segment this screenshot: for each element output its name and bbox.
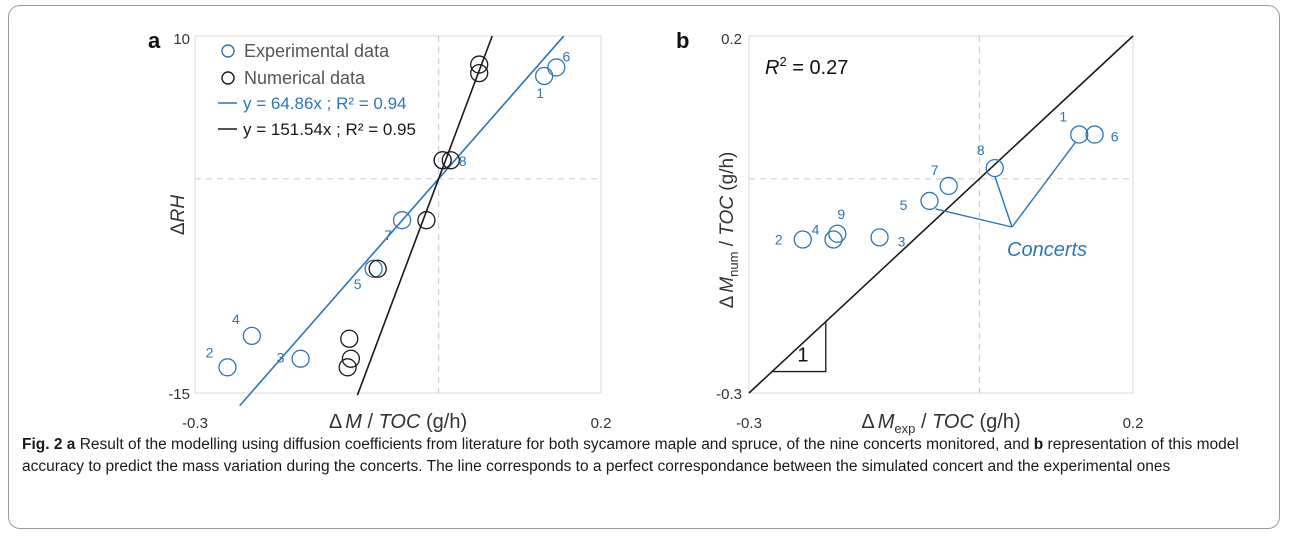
panel-a-letter: a — [148, 28, 161, 53]
experimental-point-label-1: 1 — [536, 85, 544, 101]
concert-point-9 — [828, 224, 847, 243]
experimental-point-7 — [392, 211, 412, 230]
experimental-point-label-2: 2 — [206, 344, 214, 360]
concert-point-2 — [793, 230, 812, 249]
fit-line-numerical — [356, 35, 493, 396]
numerical-point-9 — [470, 55, 489, 74]
panel-a-reference-lines — [195, 36, 601, 393]
concert-point-label-7: 7 — [931, 162, 939, 178]
identity-line — [748, 35, 1134, 394]
concerts-annotation-label: Concerts — [1007, 239, 1087, 261]
experimental-point-6 — [547, 58, 566, 77]
concert-point-label-6: 6 — [1111, 129, 1119, 145]
concert-point-7 — [939, 176, 958, 196]
panel-b-y-tick-top: 0.2 — [721, 31, 742, 48]
experimental-point-4 — [242, 326, 261, 346]
slope-triangle-label: 1 — [797, 345, 808, 367]
panel-b-identity-line: 1 — [748, 35, 1134, 394]
experimental-point-2 — [218, 358, 237, 377]
panel-a-legend: Experimental data Numerical data y = 64.… — [218, 41, 416, 139]
concert-point-label-9: 9 — [837, 206, 845, 222]
panel-b-x-axis-label: Δ Mexp / TOC (g/h) — [861, 411, 1020, 436]
fit-line-experimental — [239, 35, 565, 407]
panel-b-x-tick-left: -0.3 — [736, 415, 762, 432]
panel-b-y-axis-label: ΔMnum / TOC (g/h) — [717, 152, 741, 309]
concert-point-label-1: 1 — [1059, 109, 1067, 125]
panel-a-experimental-points: 1 2 3 4 5 6 7 8 — [206, 48, 570, 377]
concerts-leader-line-1 — [935, 208, 1013, 228]
caption-part-b: b — [1033, 436, 1044, 453]
concert-point-5 — [920, 191, 939, 211]
experimental-point-1 — [535, 66, 554, 86]
concert-point-label-2: 2 — [775, 231, 783, 247]
concert-point-label-3: 3 — [898, 233, 906, 249]
numerical-point-1 — [441, 151, 460, 170]
numerical-point-5 — [340, 329, 359, 348]
caption-fig-label: Fig. 2 — [22, 436, 63, 453]
panel-a-y-tick-top: 10 — [173, 31, 190, 48]
panel-b-plot-area — [748, 35, 1134, 394]
experimental-point-label-3: 3 — [277, 350, 285, 366]
panel-a-x-tick-right: 0.2 — [591, 415, 612, 432]
panel-b-x-tick-right: 0.2 — [1123, 415, 1144, 432]
panel-b-reference-lines — [749, 36, 1133, 393]
concert-point-1 — [1070, 125, 1089, 144]
numerical-point-2 — [433, 151, 452, 170]
concert-point-3 — [870, 228, 889, 247]
experimental-point-label-4: 4 — [232, 311, 240, 327]
numerical-point-7 — [338, 358, 357, 377]
concert-point-6 — [1085, 125, 1104, 144]
numerical-point-8 — [470, 63, 489, 83]
figure-caption: Fig. 2 a Result of the modelling using d… — [22, 434, 1262, 478]
concert-point-label-5: 5 — [900, 197, 908, 213]
panel-b-concert-points: 1 2 3 4 5 6 7 8 9 — [775, 109, 1119, 250]
legend-numerical-marker — [221, 71, 235, 85]
panel-b-r2-label: R2 = 0.27 — [765, 54, 848, 79]
numerical-point-4 — [368, 259, 387, 278]
panel-a-x-tick-left: -0.3 — [182, 415, 208, 432]
numerical-point-3 — [417, 211, 436, 230]
experimental-point-label-7: 7 — [384, 227, 392, 243]
panel-b-concerts-annotation: Concerts — [935, 142, 1087, 261]
legend-fit-num-label: y = 151.54x ; R² = 0.95 — [243, 120, 416, 139]
experimental-point-5 — [364, 259, 383, 278]
experimental-point-label-5: 5 — [354, 276, 362, 292]
concert-point-label-4: 4 — [812, 221, 820, 237]
caption-text-b: representation of this model accuracy to… — [22, 436, 1239, 475]
panel-a-plot-area — [194, 35, 602, 394]
panel-a-y-axis-label: ΔRH — [168, 195, 189, 235]
figure-frame — [8, 5, 1280, 529]
panel-a-numerical-points — [338, 55, 489, 377]
slope-triangle — [772, 321, 827, 373]
panel-b-y-tick-bottom: -0.3 — [716, 386, 742, 403]
concert-point-label-8: 8 — [977, 142, 985, 158]
concerts-leader-line-3 — [1011, 142, 1076, 228]
panel-b: b 1 Concerts 1 2 3 4 5 6 7 8 9 0.2 -0.3 -0.3 0.2… — [676, 28, 1143, 436]
caption-text-a: Result of the modelling using diffusion … — [75, 436, 1034, 453]
experimental-point-3 — [291, 349, 310, 368]
concert-point-4 — [824, 230, 843, 249]
experimental-point-label-8: 8 — [459, 153, 467, 169]
legend-fit-exp-label: y = 64.86x ; R² = 0.94 — [243, 94, 406, 113]
legend-experimental-marker — [221, 44, 235, 58]
legend-experimental-label: Experimental data — [244, 41, 390, 61]
concerts-leader-line-2 — [994, 175, 1013, 228]
legend-numerical-label: Numerical data — [244, 68, 366, 88]
experimental-point-label-6: 6 — [562, 48, 570, 64]
panel-a-y-tick-bottom: -15 — [168, 386, 190, 403]
panel-a-fit-lines — [239, 35, 565, 407]
numerical-point-6 — [341, 349, 361, 368]
concert-point-8 — [985, 158, 1004, 178]
caption-part-a: a — [66, 436, 76, 453]
panel-b-letter: b — [676, 28, 689, 53]
